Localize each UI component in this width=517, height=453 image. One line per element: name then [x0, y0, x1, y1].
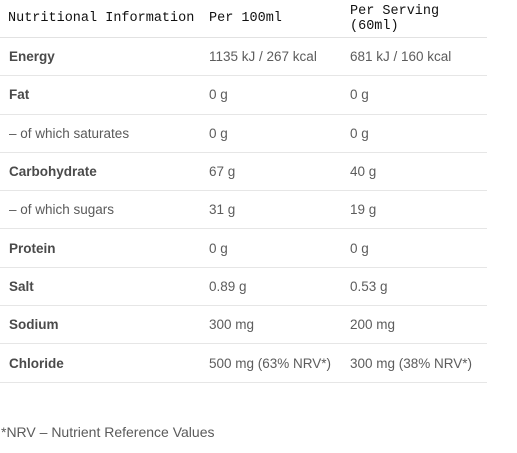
- row-label: Salt: [0, 267, 209, 307]
- row-per-serving: 0 g: [350, 75, 487, 115]
- table-row: Protein 0 g 0 g: [0, 228, 487, 268]
- row-per-serving: 40 g: [350, 152, 487, 192]
- table-row: Energy 1135 kJ / 267 kcal 681 kJ / 160 k…: [0, 37, 487, 77]
- row-per-100ml: 0 g: [209, 114, 350, 153]
- header-row: Nutritional Information Per 100ml Per Se…: [0, 0, 487, 38]
- row-label: Carbohydrate: [0, 152, 209, 192]
- row-label: – of which sugars: [0, 190, 209, 230]
- table-row: – of which saturates 0 g 0 g: [0, 114, 487, 153]
- row-per-serving: 19 g: [350, 190, 487, 230]
- row-per-100ml: 1135 kJ / 267 kcal: [209, 37, 350, 77]
- header-per-serving: Per Serving (60ml): [350, 0, 487, 38]
- row-per-serving: 0 g: [350, 114, 487, 153]
- table-row: Fat 0 g 0 g: [0, 75, 487, 115]
- header-per-100ml: Per 100ml: [209, 0, 350, 38]
- table-header: Nutritional Information Per 100ml Per Se…: [0, 0, 487, 38]
- table-row: Salt 0.89 g 0.53 g: [0, 267, 487, 307]
- row-label: Chloride: [0, 343, 209, 383]
- table-row: Chloride 500 mg (63% NRV*) 300 mg (38% N…: [0, 343, 487, 383]
- row-per-100ml: 0.89 g: [209, 267, 350, 307]
- row-label: – of which saturates: [0, 114, 209, 153]
- row-per-100ml: 500 mg (63% NRV*): [209, 343, 350, 383]
- row-per-serving: 300 mg (38% NRV*): [350, 343, 487, 383]
- row-per-100ml: 31 g: [209, 190, 350, 230]
- nrv-footnote: *NRV – Nutrient Reference Values: [1, 424, 215, 440]
- table-row: – of which sugars 31 g 19 g: [0, 190, 487, 230]
- row-per-100ml: 0 g: [209, 228, 350, 268]
- row-per-serving: 681 kJ / 160 kcal: [350, 37, 487, 77]
- row-per-100ml: 0 g: [209, 75, 350, 115]
- row-per-serving: 0.53 g: [350, 267, 487, 307]
- nutrition-table: Nutritional Information Per 100ml Per Se…: [0, 0, 487, 383]
- row-label: Energy: [0, 37, 209, 77]
- row-label: Fat: [0, 75, 209, 115]
- row-per-100ml: 67 g: [209, 152, 350, 192]
- row-label: Protein: [0, 228, 209, 268]
- table-row: Sodium 300 mg 200 mg: [0, 305, 487, 345]
- row-label: Sodium: [0, 305, 209, 345]
- header-nutritional-information: Nutritional Information: [0, 0, 209, 38]
- table-row: Carbohydrate 67 g 40 g: [0, 152, 487, 192]
- row-per-serving: 0 g: [350, 228, 487, 268]
- row-per-100ml: 300 mg: [209, 305, 350, 345]
- row-per-serving: 200 mg: [350, 305, 487, 345]
- table-body: Energy 1135 kJ / 267 kcal 681 kJ / 160 k…: [0, 37, 487, 383]
